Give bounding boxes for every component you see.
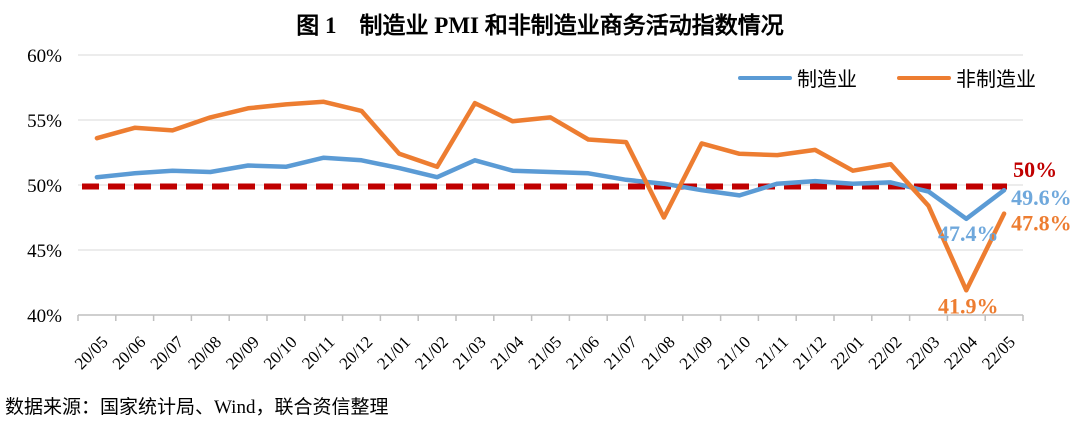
annotation-49-6pct: 49.6%: [1011, 185, 1072, 210]
y-axis-label: 60%: [27, 46, 62, 67]
x-axis-label: 20/11: [298, 332, 338, 372]
legend-label-manufacturing: 制造业: [797, 69, 857, 91]
y-axis-label: 40%: [27, 306, 62, 327]
x-axis-label: 20/09: [222, 332, 263, 373]
x-axis-label: 21/12: [789, 332, 830, 373]
source-note: 数据来源：国家统计局、Wind，联合资信整理: [5, 397, 389, 418]
x-axis-label: 21/05: [525, 332, 566, 373]
x-axis-label: 20/05: [71, 332, 112, 373]
legend: 制造业 非制造业: [738, 63, 1036, 92]
legend-item-non-manufacturing: 非制造业: [897, 63, 1036, 92]
annotation-41-9pct: 41.9%: [938, 293, 999, 318]
x-axis-label: 22/05: [978, 332, 1019, 373]
x-axis-label: 22/01: [827, 332, 868, 373]
manufacturing-line: [94, 155, 1007, 222]
y-axis-label: 50%: [27, 176, 62, 197]
annotation-47-4pct: 47.4%: [938, 221, 999, 246]
x-axis-label: 20/08: [184, 332, 225, 373]
x-axis-label: 21/01: [373, 332, 414, 373]
legend-item-manufacturing: 制造业: [738, 63, 857, 92]
non-manufacturing-line-swatch: [897, 75, 951, 80]
x-axis-label: 21/04: [487, 332, 528, 373]
x-axis-label: 21/06: [562, 332, 603, 373]
annotation-50pct: 50%: [1013, 157, 1057, 182]
chart-title: 图 1 制造业 PMI 和非制造业商务活动指数情况: [296, 13, 784, 38]
x-axis-label: 21/09: [676, 332, 717, 373]
legend-label-non-manufacturing: 非制造业: [956, 69, 1036, 91]
x-axis-label: 22/02: [865, 332, 906, 373]
y-axis-label: 45%: [27, 241, 62, 262]
y-axis-label: 55%: [27, 111, 62, 132]
x-axis-label: 20/06: [109, 332, 150, 373]
x-axis-label: 21/11: [752, 332, 792, 372]
manufacturing-line-swatch: [738, 75, 792, 80]
x-axis-label: 20/10: [260, 332, 301, 373]
x-axis-label: 20/07: [147, 332, 188, 373]
x-axis-label: 22/04: [940, 332, 981, 373]
x-axis-label: 21/02: [411, 332, 452, 373]
x-axis-label: 21/03: [449, 332, 490, 373]
x-axis-label: 22/03: [903, 332, 944, 373]
non-manufacturing-line: [94, 99, 1007, 293]
x-axis-label: 21/10: [714, 332, 755, 373]
x-axis-label: 21/08: [638, 332, 679, 373]
x-axis-label: 21/07: [600, 332, 641, 373]
annotation-47-8pct: 47.8%: [1011, 211, 1072, 236]
x-axis-label: 20/12: [336, 332, 377, 373]
